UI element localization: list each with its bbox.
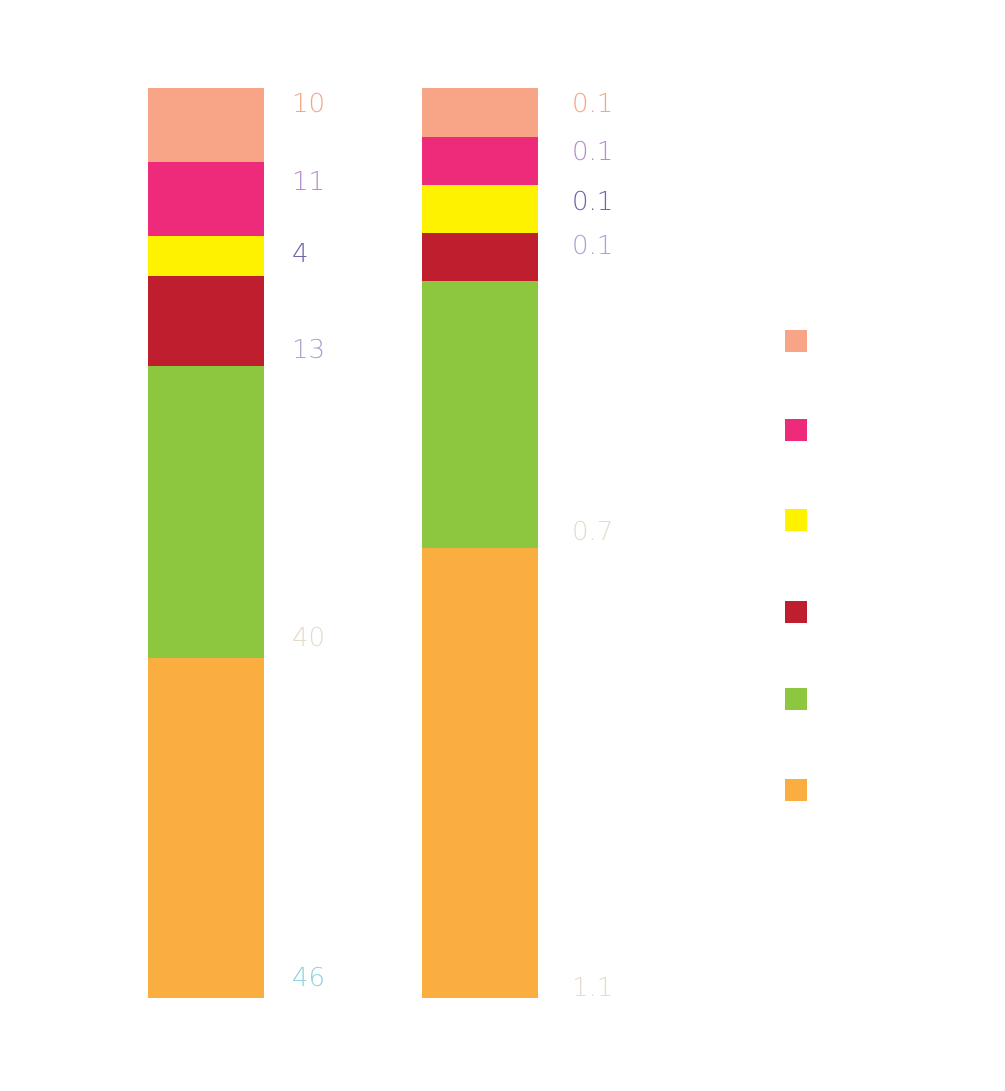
bar-segment	[148, 162, 264, 236]
data-label: 11	[292, 167, 325, 197]
bar-segment	[422, 185, 538, 233]
bar-segment	[148, 236, 264, 276]
legend-swatch	[785, 779, 807, 801]
data-label: 10	[292, 89, 325, 119]
bar-segment	[422, 137, 538, 185]
bar-segment	[422, 88, 538, 137]
legend-swatch	[785, 419, 807, 441]
legend-swatch	[785, 509, 807, 531]
legend-swatch	[785, 688, 807, 710]
data-label: 0.1	[572, 187, 613, 217]
data-label: 1.1	[572, 973, 613, 1003]
bar-segment	[422, 548, 538, 998]
data-label: 4	[292, 239, 309, 269]
data-label: 0.7	[572, 517, 613, 547]
bar-segment	[148, 658, 264, 998]
data-label: 0.1	[572, 231, 613, 261]
bar-segment	[422, 233, 538, 281]
data-label: 0.1	[572, 137, 613, 167]
data-label: 46	[292, 963, 325, 993]
bar-segment	[148, 276, 264, 366]
bar-segment	[148, 366, 264, 658]
bar-segment	[422, 281, 538, 548]
legend-swatch	[785, 330, 807, 352]
data-label: 0.1	[572, 89, 613, 119]
data-label: 40	[292, 623, 325, 653]
data-label: 13	[292, 335, 325, 365]
bar-segment	[148, 88, 264, 162]
legend-swatch	[785, 601, 807, 623]
